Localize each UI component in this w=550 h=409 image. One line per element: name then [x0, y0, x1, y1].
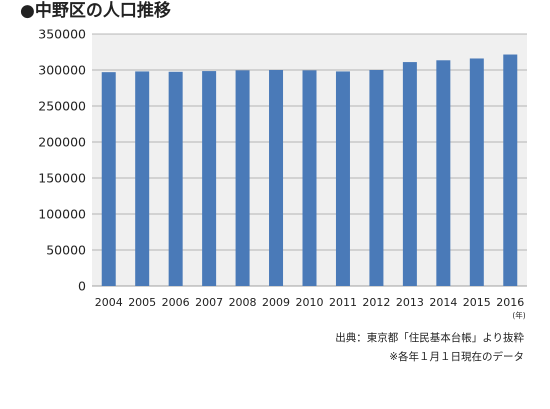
bar-2005 — [135, 71, 150, 286]
bar-2008 — [235, 70, 250, 286]
y-tick-label: 300000 — [38, 63, 86, 78]
chart-title: ●中野区の人口推移 — [20, 1, 171, 21]
x-tick-label: 2009 — [262, 296, 290, 309]
x-tick-label: 2013 — [396, 296, 424, 309]
bar-2014 — [436, 60, 451, 286]
y-tick-label: 100000 — [38, 207, 86, 222]
x-axis-ticks: 2004 2005 2006 2007 2008 2009 2010 2011 2012 2013… — [95, 296, 525, 309]
x-tick-label: 2005 — [128, 296, 156, 309]
y-tick-label: 350000 — [38, 27, 86, 42]
y-axis-ticks: 0 50000 100000 150000 200000 250000 300000 3500… — [38, 27, 86, 294]
bar-series — [101, 54, 518, 287]
y-tick-label: 150000 — [38, 171, 86, 186]
x-tick-label: 2012 — [362, 296, 390, 309]
x-tick-label: 2016 — [496, 296, 524, 309]
x-tick-label: 2006 — [162, 296, 190, 309]
bar-2009 — [269, 70, 284, 286]
source-note: 出典：東京都「住民基本台帳」より抜粋 — [335, 332, 524, 344]
x-tick-label: 2014 — [429, 296, 457, 309]
date-note: ※各年１月１日現在のデータ — [389, 351, 524, 363]
x-tick-label: 2015 — [463, 296, 491, 309]
y-tick-label: 250000 — [38, 99, 86, 114]
bar-2015 — [469, 58, 484, 287]
y-tick-label: 200000 — [38, 135, 86, 150]
x-tick-label: 2010 — [296, 296, 324, 309]
bar-2012 — [369, 70, 384, 286]
bar-2016 — [503, 54, 518, 286]
bar-2004 — [101, 72, 116, 286]
bar-2006 — [168, 71, 183, 286]
y-tick-label: 0 — [78, 279, 86, 294]
bar-2010 — [302, 70, 317, 286]
x-axis-unit: (年) — [512, 310, 525, 320]
y-tick-label: 50000 — [46, 243, 86, 258]
x-tick-label: 2008 — [229, 296, 257, 309]
x-tick-label: 2004 — [95, 296, 123, 309]
x-tick-label: 2007 — [195, 296, 223, 309]
bar-2013 — [402, 62, 417, 286]
bar-2011 — [335, 71, 350, 286]
x-tick-label: 2011 — [329, 296, 357, 309]
bar-2007 — [202, 71, 217, 286]
